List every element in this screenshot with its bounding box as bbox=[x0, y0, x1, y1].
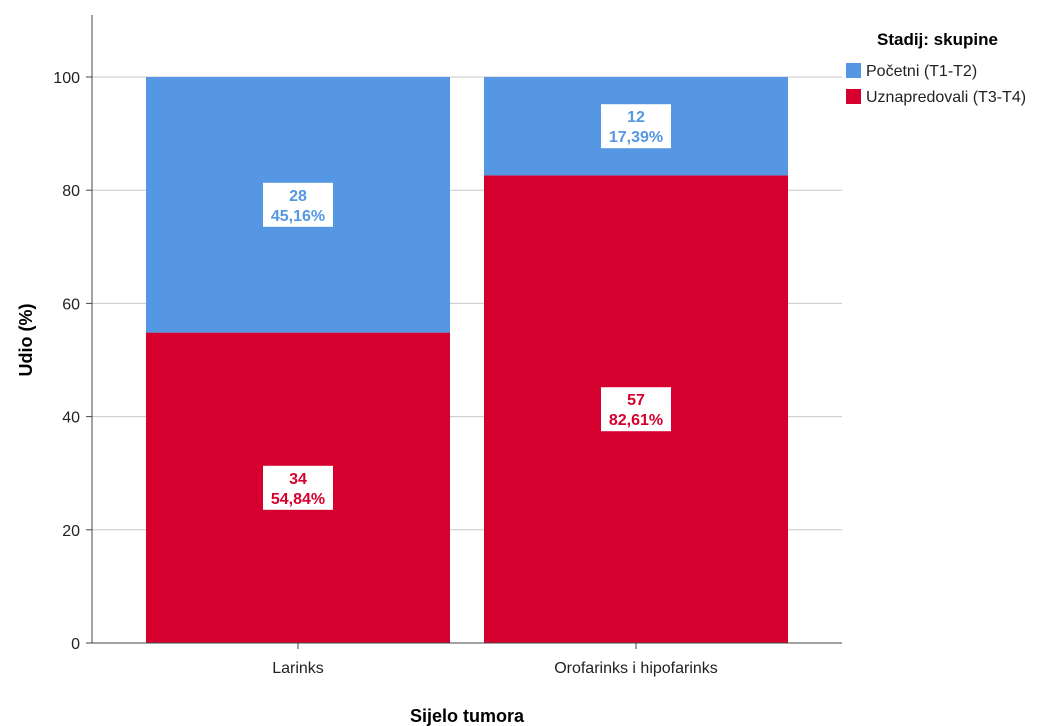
data-label-percent: 82,61% bbox=[609, 412, 663, 429]
data-label-box bbox=[263, 182, 333, 227]
data-labels: 34 54,84% 28 45,16% 57 82,61% 12 17,39% bbox=[263, 104, 671, 510]
bars bbox=[146, 77, 788, 643]
legend-items: Početni (T1-T2) Uznapredovali (T3-T4) bbox=[846, 63, 1026, 106]
x-axis-ticks: Larinks Orofarinks i hipofarinks bbox=[272, 643, 718, 677]
data-label-count: 12 bbox=[627, 109, 645, 126]
y-tick-label: 0 bbox=[71, 636, 80, 653]
legend-title: Stadij: skupine bbox=[877, 30, 998, 49]
data-label-percent: 45,16% bbox=[271, 208, 325, 225]
x-tick-label: Larinks bbox=[272, 660, 324, 677]
data-label-count: 34 bbox=[289, 471, 307, 488]
y-axis-ticks: 0 20 40 60 80 100 bbox=[53, 70, 92, 653]
y-axis-title: Udio (%) bbox=[16, 304, 36, 377]
legend: Stadij: skupine Početni (T1-T2) Uznapredo… bbox=[846, 30, 1026, 106]
y-tick-label: 100 bbox=[53, 70, 80, 87]
data-label-count: 57 bbox=[627, 392, 645, 409]
data-label-box bbox=[263, 465, 333, 510]
legend-label: Početni (T1-T2) bbox=[866, 63, 977, 80]
y-tick-label: 20 bbox=[62, 523, 80, 540]
legend-swatch bbox=[846, 89, 861, 104]
data-label-count: 28 bbox=[289, 188, 307, 205]
y-tick-label: 80 bbox=[62, 183, 80, 200]
y-tick-label: 60 bbox=[62, 296, 80, 313]
x-tick-label: Orofarinks i hipofarinks bbox=[554, 660, 718, 677]
legend-swatch bbox=[846, 63, 861, 78]
x-axis-title: Sijelo tumora bbox=[410, 706, 525, 726]
data-label-box bbox=[601, 387, 671, 432]
axes bbox=[86, 15, 842, 644]
data-label-percent: 17,39% bbox=[609, 129, 663, 146]
data-label-box bbox=[601, 104, 671, 149]
legend-label: Uznapredovali (T3-T4) bbox=[866, 89, 1026, 106]
y-tick-label: 40 bbox=[62, 410, 80, 427]
data-label-percent: 54,84% bbox=[271, 491, 325, 508]
